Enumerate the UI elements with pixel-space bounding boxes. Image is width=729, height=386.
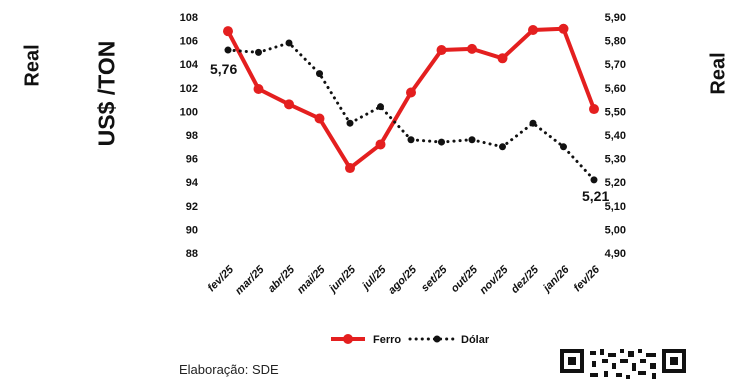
x-tick-label: mai/25 (295, 263, 328, 296)
y-right-tick-label: 5,30 (605, 154, 626, 166)
x-tick-label: jan/26 (540, 263, 573, 296)
y-axis-right-label: Real (708, 49, 729, 99)
data-label: 5,76 (210, 61, 237, 77)
x-tick-label: abr/25 (266, 263, 298, 295)
y-left-tick-label: 106 (180, 36, 198, 48)
data-point-dolar (377, 103, 384, 110)
legend-marker-ferro (343, 334, 353, 344)
data-point-ferro (223, 26, 233, 36)
y-left-tick-label: 104 (180, 59, 199, 71)
x-tick-label: ago/25 (386, 263, 420, 297)
data-point-ferro (284, 99, 294, 109)
data-point-ferro (376, 139, 386, 149)
y-right-tick-label: 5,70 (605, 59, 626, 71)
x-tick-label: mar/25 (233, 263, 267, 297)
x-tick-label: fev/25 (206, 263, 237, 294)
x-tick-label: out/25 (449, 263, 481, 295)
data-point-ferro (498, 53, 508, 63)
data-point-dolar (225, 47, 232, 54)
data-point-dolar (560, 143, 567, 150)
data-point-dolar (530, 120, 537, 127)
y-left-tick-label: 90 (186, 224, 198, 236)
data-point-dolar (347, 120, 354, 127)
legend-marker-dolar (434, 336, 441, 343)
y-left-tick-label: 98 (186, 130, 198, 142)
data-point-ferro (345, 163, 355, 173)
series-line-ferro (228, 29, 594, 168)
x-tick-label: nov/25 (477, 263, 511, 297)
x-tick-label: jun/25 (326, 263, 359, 296)
y-left-tick-label: 102 (180, 83, 198, 95)
data-point-ferro (254, 84, 264, 94)
legend-label-ferro: Ferro (373, 334, 401, 346)
data-point-ferro (406, 88, 416, 98)
qr-code-icon (558, 347, 690, 381)
data-point-ferro (559, 24, 569, 34)
data-point-dolar (286, 39, 293, 46)
y-right-tick-label: 5,80 (605, 36, 626, 48)
y-left-tick-label: 92 (186, 201, 198, 213)
x-tick-label: fev/26 (572, 263, 603, 294)
data-point-ferro (437, 45, 447, 55)
x-tick-label: set/25 (419, 263, 450, 294)
y-right-tick-label: 5,50 (605, 106, 626, 118)
y-right-tick-label: 5,40 (605, 130, 626, 142)
data-point-dolar (591, 176, 598, 183)
data-point-dolar (469, 136, 476, 143)
data-label: 5,21 (582, 188, 609, 204)
y-left-tick-label: 100 (180, 106, 198, 118)
y-left-tick-label: 96 (186, 154, 198, 166)
data-point-dolar (408, 136, 415, 143)
data-point-ferro (528, 25, 538, 35)
data-point-dolar (499, 143, 506, 150)
data-point-dolar (316, 70, 323, 77)
data-point-dolar (438, 139, 445, 146)
data-point-ferro (467, 44, 477, 54)
y-right-tick-label: 5,00 (605, 224, 626, 236)
y-right-tick-label: 4,90 (605, 248, 626, 260)
data-point-ferro (315, 113, 325, 123)
data-point-ferro (589, 104, 599, 114)
data-point-dolar (255, 49, 262, 56)
series-line-dolar (228, 43, 594, 180)
footer-source: Elaboração: SDE (179, 362, 279, 377)
y-axis-left-label: US$ /TON (94, 39, 121, 149)
y-left-tick-label: 94 (186, 177, 199, 189)
x-tick-label: dez/25 (509, 263, 542, 296)
y-right-tick-label: 5,90 (605, 12, 626, 24)
y-right-tick-label: 5,60 (605, 83, 626, 95)
x-tick-label: jul/25 (359, 263, 389, 293)
y-left-tick-label: 88 (186, 248, 198, 260)
y-left-tick-label: 108 (180, 12, 198, 24)
legend-label-dolar: Dólar (461, 334, 490, 346)
side-label-left: Real (22, 41, 45, 91)
